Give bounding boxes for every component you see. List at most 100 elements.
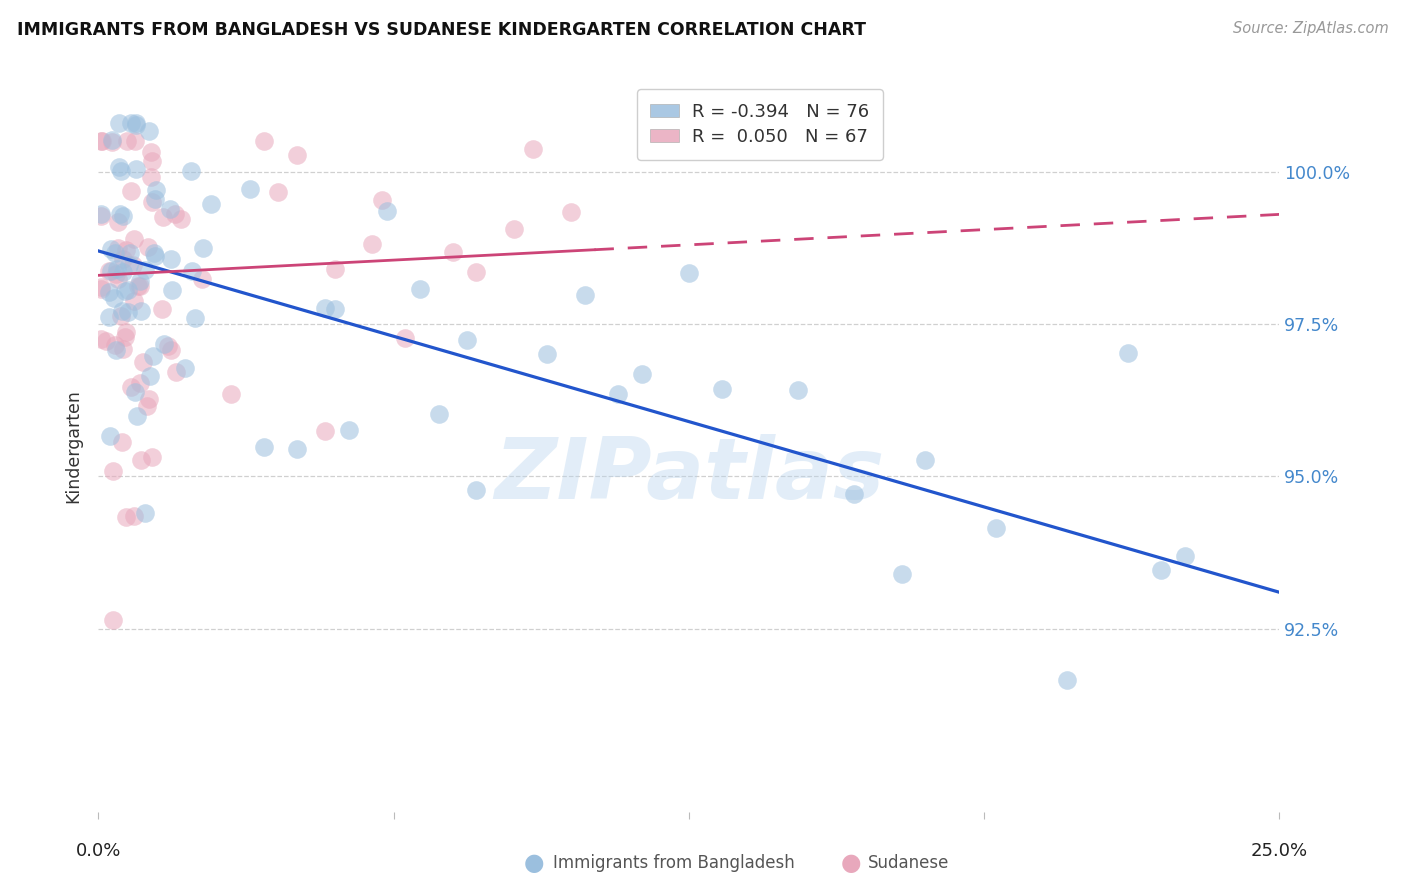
Point (630, 367, 652, 381)
Point (1116, 345, 1139, 359)
Point (427, 407, 450, 421)
Point (103, 292, 125, 306)
Point (127, 409, 149, 424)
Point (90, 207, 112, 221)
Point (107, 215, 129, 229)
Point (104, 338, 127, 352)
Point (127, 279, 149, 293)
Point (170, 212, 193, 227)
Point (219, 387, 242, 401)
Point (97, 310, 120, 324)
Point (142, 349, 165, 363)
Point (104, 343, 127, 357)
Point (375, 204, 398, 219)
Point (129, 279, 152, 293)
Point (253, 440, 276, 454)
Point (984, 521, 1007, 535)
Point (323, 302, 346, 317)
Point (117, 305, 139, 319)
Point (134, 506, 156, 520)
Point (128, 376, 150, 390)
Point (314, 425, 336, 439)
Text: Sudanese: Sudanese (868, 854, 949, 871)
Point (117, 283, 139, 297)
Point (165, 206, 187, 220)
Point (180, 164, 202, 178)
Text: ZIPatlas: ZIPatlas (494, 434, 884, 516)
Point (465, 483, 488, 498)
Point (1056, 673, 1078, 688)
Point (107, 241, 129, 255)
Text: ●: ● (524, 851, 544, 874)
Point (108, 160, 131, 174)
Point (136, 399, 159, 413)
Point (160, 343, 183, 357)
Point (285, 442, 308, 457)
Point (560, 204, 582, 219)
Point (125, 116, 148, 130)
Point (98, 264, 121, 278)
Point (97, 285, 120, 300)
Point (129, 452, 152, 467)
Point (125, 118, 148, 132)
Point (111, 209, 134, 223)
Point (139, 145, 162, 160)
Point (110, 206, 132, 220)
Point (285, 148, 308, 162)
Point (103, 464, 125, 478)
Point (120, 379, 142, 393)
Point (90, 332, 112, 346)
Point (114, 325, 136, 339)
Point (711, 382, 734, 396)
Point (143, 192, 166, 206)
Point (574, 287, 596, 301)
Legend: R = -0.394   N = 76, R =  0.050   N = 67: R = -0.394 N = 76, R = 0.050 N = 67 (637, 89, 883, 160)
Point (503, 222, 526, 236)
Point (124, 384, 146, 399)
Point (253, 134, 276, 148)
Point (143, 249, 166, 263)
Point (337, 423, 360, 437)
Point (142, 245, 165, 260)
Point (110, 310, 132, 324)
Point (465, 264, 488, 278)
Text: Source: ZipAtlas.com: Source: ZipAtlas.com (1233, 21, 1389, 37)
Text: Immigrants from Bangladesh: Immigrants from Bangladesh (553, 854, 794, 871)
Point (122, 259, 145, 273)
Point (536, 347, 558, 361)
Point (90, 134, 112, 148)
Point (122, 509, 145, 524)
Text: 0.0%: 0.0% (76, 842, 121, 860)
Point (105, 261, 128, 276)
Point (131, 304, 153, 318)
Point (90, 282, 112, 296)
Point (844, 486, 866, 500)
Point (786, 383, 808, 397)
Point (239, 182, 262, 196)
Point (111, 304, 134, 318)
Point (141, 170, 163, 185)
Point (104, 246, 127, 260)
Point (124, 134, 146, 148)
Point (132, 354, 155, 368)
Point (160, 252, 183, 266)
Point (115, 134, 138, 148)
Y-axis label: Kindergarten: Kindergarten (65, 389, 83, 503)
Point (100, 133, 122, 147)
Point (112, 265, 135, 279)
Point (408, 282, 430, 296)
Point (914, 453, 936, 467)
Point (181, 264, 204, 278)
Point (114, 284, 136, 298)
Point (111, 252, 134, 266)
Point (120, 116, 142, 130)
Point (153, 337, 176, 351)
Point (110, 164, 132, 178)
Point (371, 193, 394, 207)
Point (138, 123, 160, 137)
Point (361, 236, 384, 251)
Point (90, 210, 112, 224)
Point (678, 266, 700, 280)
Point (118, 258, 141, 272)
Point (157, 339, 180, 353)
